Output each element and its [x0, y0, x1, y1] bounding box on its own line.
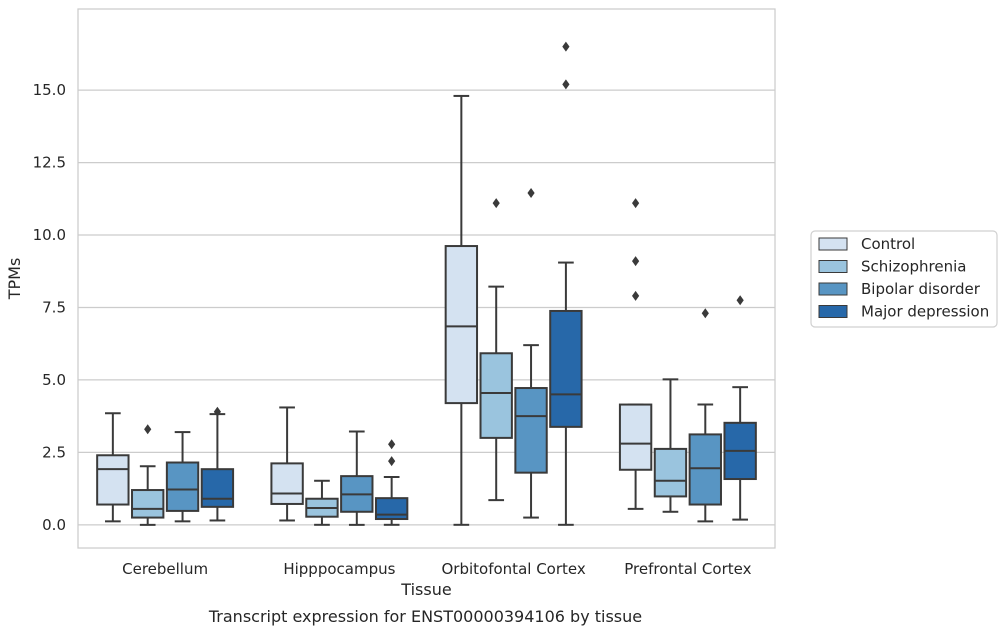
box-group — [479, 198, 513, 502]
box-group — [270, 406, 304, 522]
x-axis-title: Tissue — [400, 580, 451, 599]
legend-label: Control — [861, 235, 915, 253]
y-tick-label: 10.0 — [33, 226, 66, 244]
x-tick-label: Prefrontal Cortex — [624, 560, 751, 578]
outlier-point — [562, 79, 570, 90]
y-axis-title: TPMs — [5, 258, 24, 301]
legend-frame — [810, 230, 998, 328]
box-group — [514, 188, 548, 519]
box-group — [200, 406, 235, 522]
box — [444, 245, 479, 405]
legend-label: Major depression — [861, 303, 989, 321]
box-group — [618, 198, 653, 510]
box — [96, 454, 130, 506]
box — [653, 447, 688, 498]
y-tick-label: 5.0 — [42, 371, 66, 389]
box — [200, 468, 235, 508]
box — [514, 387, 548, 474]
outlier-point — [562, 41, 570, 52]
box-group — [165, 431, 200, 523]
x-tick-label: Hipppocampus — [283, 560, 395, 578]
box — [479, 352, 513, 439]
y-tick-label: 2.5 — [42, 443, 66, 461]
legend: Control Schizophrenia Bipolar disorder Majo… — [810, 230, 998, 328]
box — [165, 461, 200, 512]
box-group — [96, 412, 130, 523]
legend-label: Bipolar disorder — [861, 280, 981, 298]
outlier-point — [701, 308, 709, 319]
legend-swatch — [818, 282, 848, 296]
box-group — [131, 424, 165, 526]
x-tick-label: Orbitofontal Cortex — [442, 560, 586, 578]
boxes — [96, 41, 757, 526]
box — [270, 462, 304, 505]
outlier-point — [213, 406, 221, 417]
box-group — [723, 295, 757, 521]
legend-swatch — [818, 305, 848, 318]
outlier-point — [527, 188, 535, 199]
box-group — [340, 430, 374, 526]
box — [374, 497, 409, 521]
box-group — [653, 378, 688, 513]
gridlines — [78, 89, 775, 526]
legend-label: Schizophrenia — [861, 258, 966, 276]
outlier-point — [144, 424, 152, 435]
box — [549, 309, 583, 428]
outlier-point — [632, 256, 640, 267]
outlier-point — [632, 290, 640, 301]
box-group — [444, 94, 479, 526]
outlier-point — [736, 295, 744, 306]
legend-swatch — [818, 260, 848, 273]
box-group — [549, 41, 583, 526]
y-axis-ticks: 0.0 2.5 5.0 7.5 10.0 12.5 15.0 — [33, 81, 66, 534]
box-group — [688, 308, 722, 523]
outlier-point — [388, 456, 396, 467]
y-tick-label: 7.5 — [42, 298, 66, 316]
chart-caption: Transcript expression for ENST0000039410… — [208, 607, 642, 626]
outlier-point — [388, 439, 396, 450]
outlier-point — [492, 198, 500, 209]
box — [688, 433, 722, 506]
x-tick-label: Cerebellum — [122, 560, 208, 578]
y-tick-label: 0.0 — [42, 516, 66, 534]
box-group — [374, 439, 409, 526]
y-tick-label: 12.5 — [33, 154, 66, 172]
box-group — [305, 479, 339, 526]
outlier-point — [632, 198, 640, 209]
x-axis-ticks: Cerebellum Hipppocampus Orbitofontal Corte… — [122, 560, 751, 578]
y-tick-label: 15.0 — [33, 81, 66, 99]
box — [131, 489, 165, 519]
plot-frame — [77, 8, 776, 549]
legend-swatch — [818, 237, 848, 251]
box — [618, 403, 653, 471]
